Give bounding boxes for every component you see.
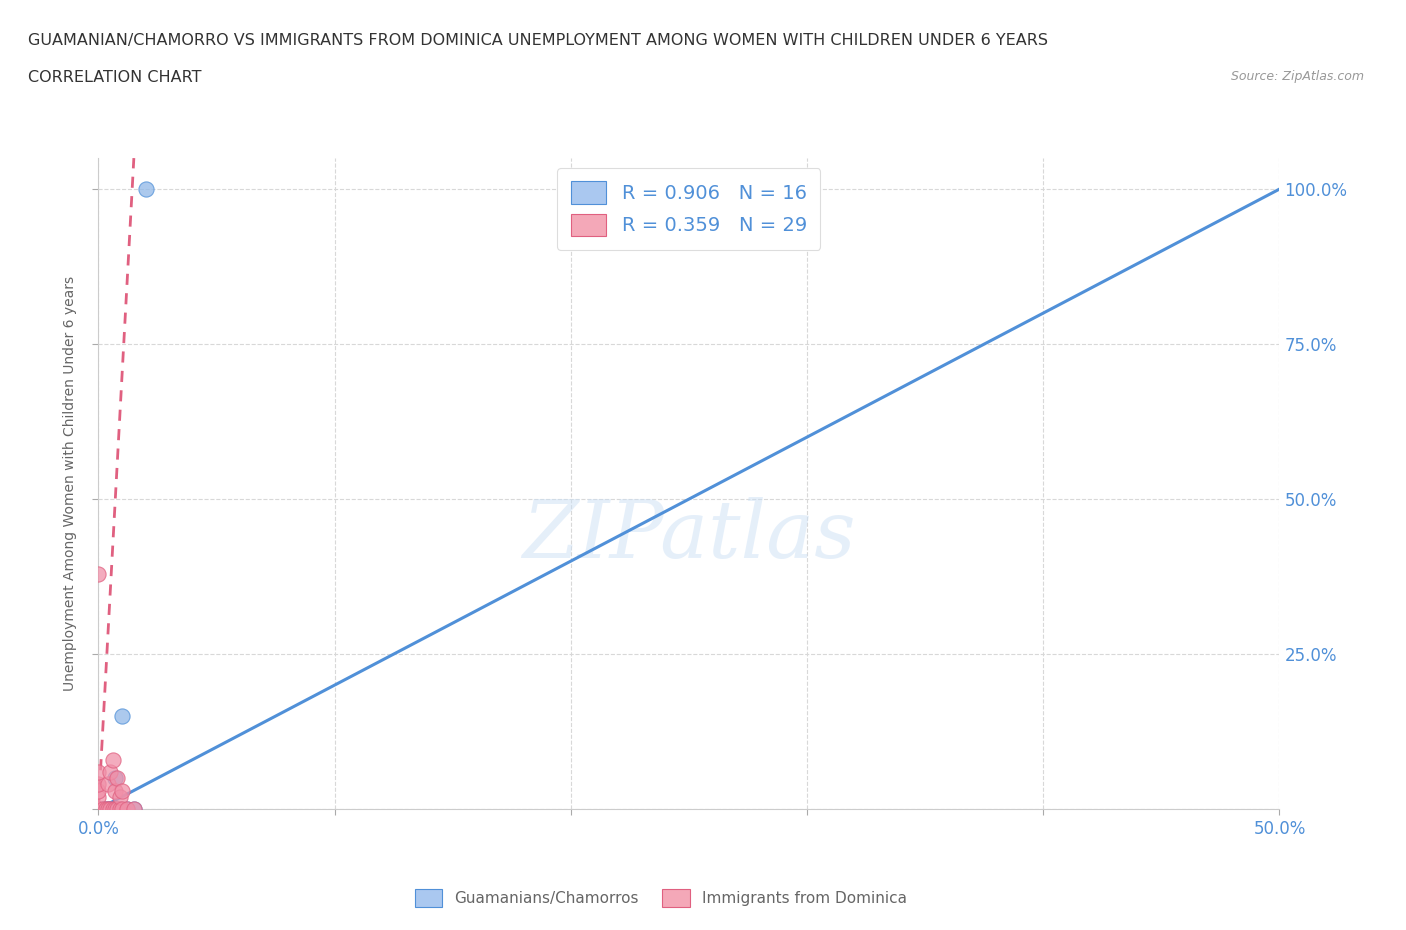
Point: [87, 790, 110, 804]
Point: [87, 802, 110, 817]
Point: [98, 802, 121, 817]
Point: [94, 802, 117, 817]
Text: GUAMANIAN/CHAMORRO VS IMMIGRANTS FROM DOMINICA UNEMPLOYMENT AMONG WOMEN WITH CHI: GUAMANIAN/CHAMORRO VS IMMIGRANTS FROM DO…: [28, 33, 1047, 47]
Point: [87, 802, 110, 817]
Point: [87, 802, 110, 817]
Point: [101, 752, 124, 767]
Point: [87, 566, 110, 581]
Point: [87, 802, 110, 817]
Point: [94, 802, 117, 817]
Point: [87, 802, 110, 817]
Point: [104, 771, 127, 786]
Point: [111, 783, 134, 798]
Point: [91, 802, 114, 817]
Point: [87, 802, 110, 817]
Point: [101, 802, 124, 817]
Point: [87, 802, 110, 817]
Point: [105, 802, 128, 817]
Point: [105, 802, 128, 817]
Text: ZIPatlas: ZIPatlas: [522, 497, 856, 575]
Point: [98, 764, 121, 779]
Point: [108, 802, 131, 817]
Point: [97, 802, 120, 817]
Point: [104, 783, 127, 798]
Point: [111, 802, 134, 817]
Point: [87, 802, 110, 817]
Text: Source: ZipAtlas.com: Source: ZipAtlas.com: [1230, 70, 1364, 83]
Point: [98, 802, 121, 817]
Point: [91, 802, 114, 817]
Point: [135, 181, 157, 196]
Point: [101, 802, 124, 817]
Point: [87, 764, 110, 779]
Point: [87, 783, 110, 798]
Point: [108, 802, 131, 817]
Point: [111, 709, 134, 724]
Point: [115, 802, 138, 817]
Point: [122, 802, 145, 817]
Text: CORRELATION CHART: CORRELATION CHART: [28, 70, 201, 85]
Point: [87, 802, 110, 817]
Point: [115, 802, 138, 817]
Point: [122, 802, 145, 817]
Legend: Guamanians/Chamorros, Immigrants from Dominica: Guamanians/Chamorros, Immigrants from Do…: [409, 884, 912, 913]
Legend: R = 0.906   N = 16, R = 0.359   N = 29: R = 0.906 N = 16, R = 0.359 N = 29: [557, 167, 821, 249]
Point: [87, 777, 110, 791]
Point: [105, 771, 128, 786]
Y-axis label: Unemployment Among Women with Children Under 6 years: Unemployment Among Women with Children U…: [63, 276, 77, 691]
Point: [104, 802, 127, 817]
Point: [97, 802, 120, 817]
Point: [108, 790, 131, 804]
Point: [97, 777, 120, 791]
Point: [98, 802, 121, 817]
